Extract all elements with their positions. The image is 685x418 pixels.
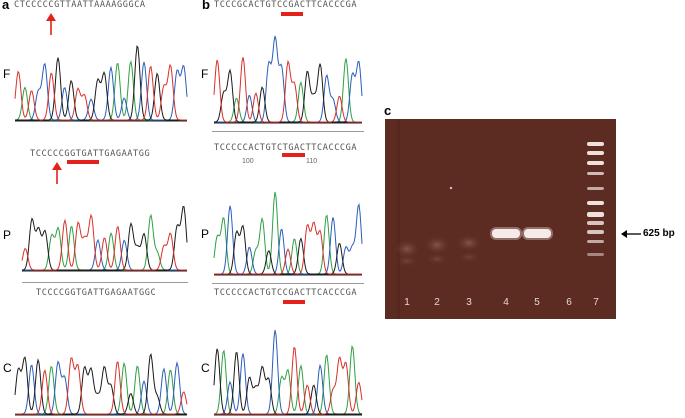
mutation-arrow-icon	[46, 13, 56, 35]
highlight-bar-b-mid	[282, 153, 305, 157]
panel-letter-b: b	[202, 0, 210, 12]
row-label-b-c: C	[201, 361, 210, 375]
row-label-a-f: F	[3, 67, 11, 81]
sequence-a-bottom: TCCCCGGTGATTGAGAATGGC	[36, 288, 157, 298]
row-label-b-p: P	[201, 227, 210, 241]
position-label-110: 110	[306, 158, 318, 165]
chromatogram-b-f	[213, 35, 363, 124]
lane-label-2: 2	[434, 297, 440, 308]
band-size-label: 625 bp	[643, 228, 675, 239]
lane-label-1: 1	[404, 297, 410, 308]
position-label-100: 100	[242, 158, 254, 165]
chromatogram-a-p	[21, 206, 188, 272]
lane-label-4: 4	[503, 297, 509, 308]
chromatogram-a-f	[14, 45, 188, 122]
sequence-b-top: TCCCGCACTGTCCGACTTCACCCGA	[214, 0, 358, 10]
chromatogram-a-c	[14, 353, 188, 416]
sequence-rule-b1	[212, 131, 364, 132]
lane-label-7: 7	[593, 297, 599, 308]
agarose-gel: 1 2 3 4 5 6 7	[385, 119, 616, 319]
row-label-a-c: C	[3, 361, 12, 375]
chromatogram-b-c	[213, 329, 363, 416]
row-label-a-p: P	[3, 228, 12, 242]
panel-letter-a: a	[2, 0, 10, 12]
chromatogram-b-p	[213, 191, 363, 276]
sequence-a-mid: TCCCCCGGTGATTGAGAATGG	[30, 149, 151, 159]
row-label-b-f: F	[201, 67, 209, 81]
sequence-rule-a	[22, 282, 188, 283]
panel-letter-c: c	[384, 103, 392, 118]
lane-label-5: 5	[534, 297, 540, 308]
mutation-arrow-icon	[52, 162, 62, 184]
sequence-b-bottom: TCCCCCACTGTCCGACTTCACCCGA	[214, 288, 358, 298]
lane-label-6: 6	[566, 297, 572, 308]
lane-label-3: 3	[466, 297, 472, 308]
highlight-bar-b-top	[281, 12, 303, 16]
arrow-left-icon	[621, 230, 641, 238]
highlight-bar-a	[67, 160, 99, 164]
gel-bands	[385, 119, 616, 319]
highlight-bar-b-bottom	[283, 300, 305, 304]
sequence-a-top: CTCCCCCGTTAATTAAAAGGGCA	[14, 0, 146, 10]
sequence-b-mid: TCCCCCACTGTCTGACTTCACCCGA	[214, 143, 358, 153]
sequence-rule-b2	[212, 283, 364, 284]
